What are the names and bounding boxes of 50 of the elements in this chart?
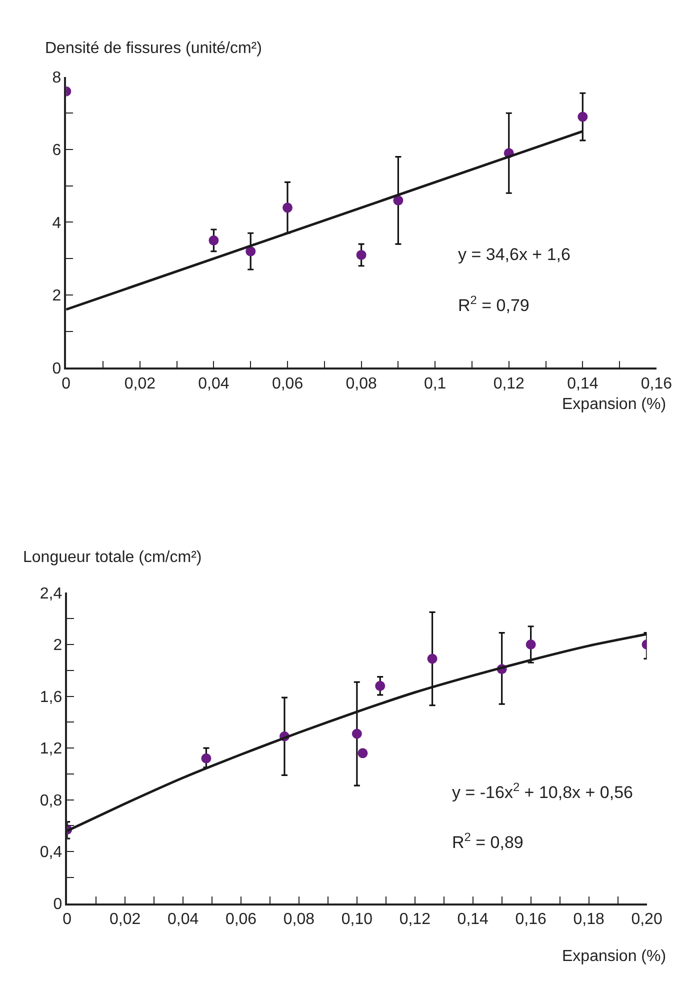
y-tick-label: 0 [52, 360, 62, 378]
x-tick-label: 0,02 [124, 376, 156, 393]
x-tick-label: 0,18 [573, 911, 604, 928]
point [352, 728, 362, 739]
x-tick-label: 0,12 [493, 376, 525, 393]
annotation: y = 34,6x + 1,6 [458, 245, 570, 264]
x-tick-label: 0,08 [346, 376, 377, 393]
x-tick-label: 0,04 [167, 911, 199, 928]
point [282, 202, 293, 213]
x-tick-label: 0,16 [515, 911, 546, 928]
point [375, 680, 386, 691]
y-tick-label: 0,4 [40, 844, 62, 862]
y-tick-label: 8 [52, 69, 62, 86]
y-tick-label: 2 [52, 288, 62, 305]
x-tick-label: 0,12 [399, 911, 431, 928]
x-tick-label: 0,06 [225, 911, 257, 928]
x-tick-label: 0,08 [283, 911, 315, 928]
y-tick-label: 1,6 [40, 688, 62, 706]
y-axis-title: Longueur totale (cm/cm²) [23, 549, 202, 566]
point [393, 195, 404, 206]
y-axis-title: Densité de fissures (unité/cm²) [45, 40, 262, 57]
x-tick-label: 0,14 [567, 376, 598, 393]
x-axis-title: Expansion (%) [562, 396, 666, 413]
x-tick-label: 0,1 [424, 376, 446, 393]
annotation: R$^{2}$ = 0,79 [458, 293, 530, 316]
y-tick-label: 0,8 [40, 792, 62, 810]
y-tick-label: 4 [52, 214, 62, 232]
point [356, 250, 366, 260]
annotation: y = -16x$^{2}$ + 10,8x + 0,56 [452, 780, 633, 802]
x-tick-label: 0,14 [457, 911, 489, 928]
point [526, 639, 536, 650]
point [208, 235, 219, 246]
y-tick-label: 2,4 [40, 585, 62, 602]
y-tick-label: 1,2 [40, 740, 62, 758]
point [578, 112, 588, 122]
y-tick-label: 2 [53, 637, 62, 654]
x-tick-label: 0,20 [631, 911, 662, 928]
annotation: R$^{2}$ = 0,89 [452, 830, 524, 852]
y-tick-label: 6 [52, 142, 62, 160]
y-tick-label: 0 [53, 896, 62, 913]
point [201, 753, 212, 764]
point [427, 654, 438, 664]
point [358, 748, 368, 758]
point [246, 246, 256, 256]
x-tick-label: 0,06 [272, 376, 304, 393]
x-axis-title: Expansion (%) [562, 948, 666, 965]
x-tick-label: 0,10 [341, 911, 373, 928]
x-tick-label: 0,04 [198, 376, 230, 393]
x-tick-label: 0,16 [640, 376, 672, 393]
x-tick-label: 0,02 [110, 911, 141, 928]
